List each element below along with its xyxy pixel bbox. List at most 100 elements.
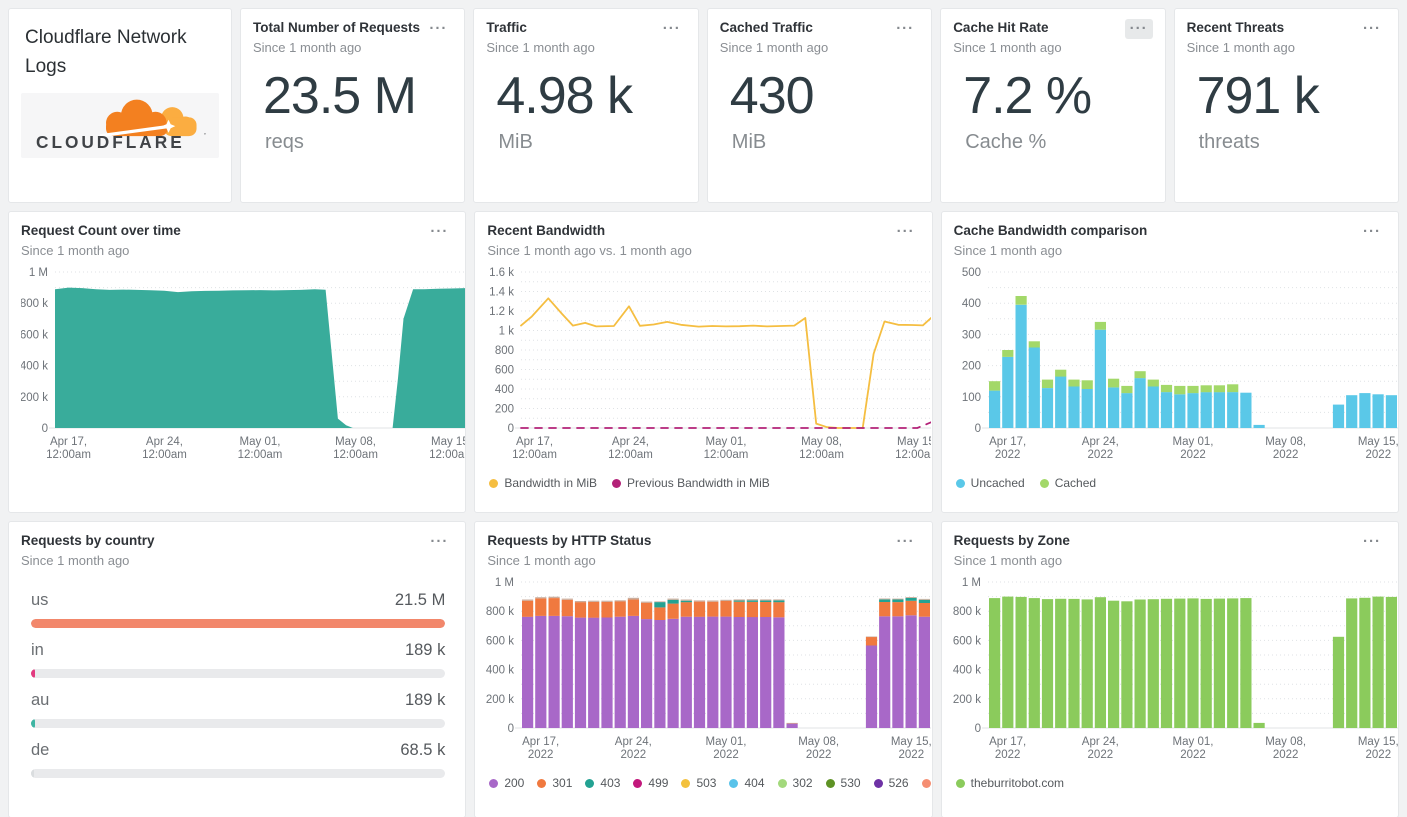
country-value: 189 k (404, 641, 446, 660)
svg-text:1.2 k: 1.2 k (489, 306, 514, 318)
svg-text:May 15,2022: May 15, 2022 (891, 736, 932, 761)
stat-value: 430 (729, 67, 815, 126)
legend-item-526[interactable]: 526 (873, 776, 909, 790)
legend-label: 503 (696, 776, 717, 791)
panel-menu-icon[interactable]: ··· (896, 20, 915, 37)
chart-svg: 1 M 800 k 600 k 400 k 200 k 0 Apr 17, 2022 Apr 2… (486, 577, 932, 761)
panel-menu-icon[interactable]: ··· (430, 223, 449, 240)
legend-label: Cached (1054, 476, 1097, 491)
legend-label: Uncached (970, 476, 1025, 491)
panel-title: Traffic (486, 20, 527, 35)
legend-dot-icon (489, 478, 499, 488)
zone-chart: 1 M 800 k 600 k 400 k 200 k 0 Apr 17, 2022 Apr 2… (953, 576, 1398, 770)
country-label: de (31, 741, 50, 760)
legend-item-Uncached[interactable]: Uncached (955, 476, 1025, 491)
cache-bandwidth-chart: 500 400 300 200 100 0 Apr 17, 2022 Apr 24, 2022 Ma… (954, 266, 1398, 470)
country-bar-track (31, 769, 446, 779)
panel-title: Recent Bandwidth (487, 223, 606, 238)
svg-text:Apr 24,12:00am: Apr 24, 12:00am (608, 436, 653, 461)
svg-text:May 01,12:00am: May 01, 12:00am (238, 436, 283, 461)
country-row-us: us 21.5 M (31, 591, 446, 629)
svg-text:Apr 24,2022: Apr 24, 2022 (1081, 736, 1118, 761)
legend-item-301[interactable]: 301 (537, 776, 572, 790)
legend-item-302[interactable]: 302 (777, 776, 813, 790)
svg-text:Apr 17,2022: Apr 17, 2022 (522, 736, 559, 761)
panel-title: Request Count over time (21, 223, 181, 238)
cache-bandwidth-legend: Uncached Cached (955, 476, 1386, 491)
legend-label: theburritobot.com (970, 776, 1065, 791)
panel-stat-cached-traffic: Cached Traffic Since 1 month ago ··· 430… (706, 8, 933, 203)
panel-menu-icon[interactable]: ··· (1362, 20, 1381, 37)
svg-text:May 01,2022: May 01, 2022 (706, 736, 747, 761)
stat-unit: threats (1198, 130, 1260, 153)
svg-text:May 08,12:00am: May 08, 12:00am (333, 436, 378, 461)
panel-menu-icon[interactable]: ··· (662, 20, 681, 37)
legend-dot-icon (585, 778, 595, 788)
panel-menu-icon[interactable]: ··· (1124, 19, 1153, 39)
panel-menu-icon[interactable]: ··· (429, 20, 448, 37)
legend-item-499[interactable]: 499 (633, 776, 668, 790)
stat-value: 791 k (1196, 67, 1320, 126)
panel-requests-by-http-status: Requests by HTTP Status Since 1 month ag… (474, 521, 933, 817)
panel-menu-icon[interactable]: ··· (896, 533, 915, 550)
svg-text:200: 200 (961, 361, 980, 373)
legend-item-theburritobot.com[interactable]: theburritobot.com (955, 776, 1065, 791)
svg-text:May 08,12:00am: May 08, 12:00am (799, 436, 844, 461)
country-value: 68.5 k (400, 741, 446, 760)
legend-item-524[interactable]: 524 (921, 776, 932, 790)
country-bar[interactable] (31, 719, 36, 729)
svg-text:800 k: 800 k (21, 298, 48, 310)
panel-subtitle: Since 1 month ago (953, 40, 1062, 56)
legend-item-403[interactable]: 403 (585, 776, 620, 790)
svg-text:Apr 17,2022: Apr 17, 2022 (989, 436, 1026, 461)
country-row-au: au 189 k (31, 691, 446, 729)
country-bar[interactable] (31, 769, 34, 779)
legend-dot-icon (537, 778, 547, 788)
legend-item-Cached[interactable]: Cached (1039, 476, 1097, 491)
country-bar-gauge: us 21.5 M in 189 k au 189 k de 68.5 k (21, 578, 453, 779)
legend-dot-icon (489, 778, 499, 788)
legend-item-200[interactable]: 200 (489, 776, 524, 790)
country-value: 189 k (404, 691, 446, 710)
legend-item-503[interactable]: 503 (681, 776, 716, 790)
legend-item-404[interactable]: 404 (729, 776, 765, 790)
http-status-chart: 1 M 800 k 600 k 400 k 200 k 0 Apr 17, 2022 Apr 2… (486, 576, 932, 770)
legend-item-530[interactable]: 530 (825, 776, 861, 790)
legend-item-Bandwidth in MiB[interactable]: Bandwidth in MiB (489, 476, 597, 490)
country-bar[interactable] (31, 619, 446, 629)
panel-menu-icon[interactable]: ··· (1363, 223, 1381, 240)
legend-item-Previous Bandwidth in MiB[interactable]: Previous Bandwidth in MiB (612, 476, 770, 490)
panel-title: Cache Hit Rate (953, 20, 1049, 35)
panel-menu-icon[interactable]: ··· (1363, 533, 1381, 550)
country-bar[interactable] (31, 669, 36, 679)
request-count-chart: 1 M 800 k 600 k 400 k 200 k 0 Apr 17, 12:00am Ap… (21, 266, 465, 470)
panel-stat-recent-threats: Recent Threats Since 1 month ago ··· 791… (1173, 8, 1399, 203)
svg-text:400: 400 (961, 298, 980, 310)
panel-title: Total Number of Requests (253, 20, 421, 35)
cloudflare-logo-image: CLOUDFLARE ’ (36, 99, 206, 152)
legend-label: 403 (600, 776, 621, 791)
svg-text:200: 200 (495, 404, 514, 416)
svg-text:May 15,12:00am: May 15,12:00am (895, 436, 931, 461)
svg-text:1.4 k: 1.4 k (489, 287, 514, 299)
panel-stat-cache-hit-rate: Cache Hit Rate Since 1 month ago ··· 7.2… (940, 8, 1166, 203)
country-row-de: de 68.5 k (31, 741, 446, 779)
panel-menu-icon[interactable]: ··· (896, 223, 915, 240)
legend-dot-icon (921, 778, 931, 788)
svg-text:200 k: 200 k (21, 392, 48, 404)
cloudflare-trademark: ’ (204, 131, 206, 141)
panel-menu-icon[interactable]: ··· (430, 533, 449, 550)
panel-requests-by-country: Requests by country Since 1 month ago ··… (8, 521, 467, 817)
stat-value: 23.5 M (263, 67, 417, 126)
panel-title: Cache Bandwidth comparison (953, 223, 1148, 238)
panel-cache-bandwidth: Cache Bandwidth comparison Since 1 month… (940, 211, 1399, 513)
stat-unit: MiB (498, 130, 533, 153)
chart-svg: 1 M 800 k 600 k 400 k 200 k 0 Apr 17, 2022 Apr 2… (953, 577, 1398, 761)
country-row-in: in 189 k (31, 641, 446, 679)
panel-title: Cached Traffic (719, 20, 813, 35)
svg-text:800: 800 (495, 345, 514, 357)
svg-text:Apr 24,12:00am: Apr 24, 12:00am (142, 436, 187, 461)
panel-title: Recent Threats (1186, 20, 1285, 35)
chart-svg: 500 400 300 200 100 0 Apr 17, 2022 Apr 24, 2022 Ma… (961, 267, 1398, 461)
svg-text:0: 0 (42, 423, 48, 435)
